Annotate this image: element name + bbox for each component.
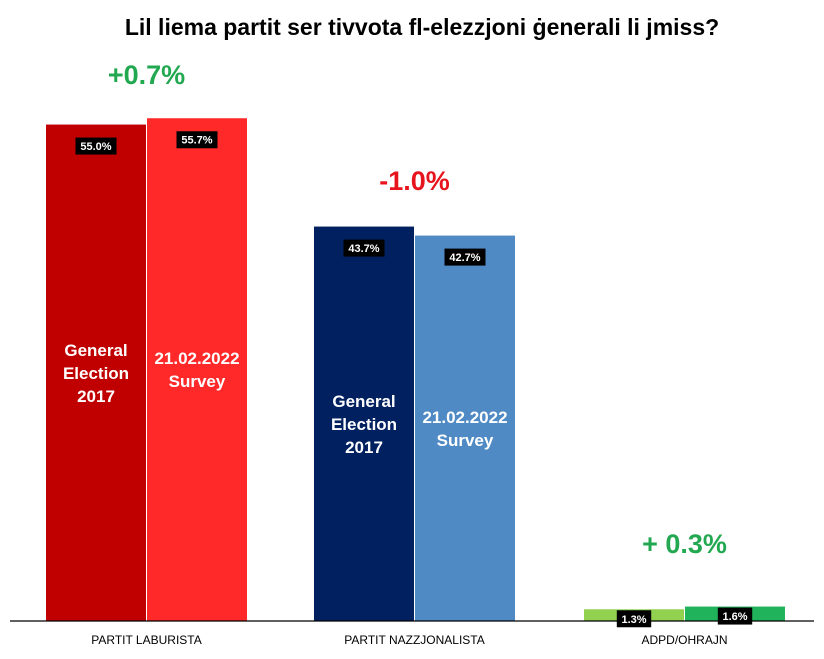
category-label-1: PARTIT NAZZJONALISTA	[344, 633, 484, 647]
value-label-box-2-1	[717, 607, 753, 625]
chart-title: Lil liema partit ser tivvota fl-elezzjon…	[125, 14, 719, 40]
inner-label-0-0: General Election 2017	[63, 341, 129, 406]
category-label-2: ADPD/OHRAJN	[641, 633, 727, 647]
inner-label-0-1: 21.02.2022 Survey	[154, 349, 239, 391]
bar-1-0	[314, 226, 414, 621]
bar-1-1	[415, 235, 515, 621]
value-label-box-1-0	[343, 239, 385, 257]
value-label-box-0-0	[75, 137, 117, 155]
value-label-0-1: 55.7%	[181, 135, 212, 147]
change-label-2: + 0.3%	[642, 529, 727, 559]
value-label-box-0-1	[176, 131, 218, 149]
value-label-2-1: 1.6%	[722, 611, 747, 623]
change-label-0: +0.7%	[108, 60, 185, 90]
bar-0-0	[46, 124, 146, 621]
category-label-0: PARTIT LABURISTA	[91, 633, 201, 647]
value-label-box-2-0	[616, 610, 652, 628]
value-label-box-1-1	[444, 248, 486, 266]
change-label-1: -1.0%	[379, 166, 450, 196]
value-label-1-1: 42.7%	[449, 252, 480, 264]
value-label-2-0: 1.3%	[621, 614, 646, 626]
labels: 55.0% General Election 2017 55.7% 21.02.2022 S…	[63, 60, 753, 647]
inner-label-1-1: 21.02.2022 Survey	[422, 408, 507, 450]
value-label-1-0: 43.7%	[348, 243, 379, 255]
bar-0-1	[147, 118, 247, 622]
value-label-0-0: 55.0%	[80, 141, 111, 153]
inner-label-1-0: General Election 2017	[331, 392, 397, 457]
